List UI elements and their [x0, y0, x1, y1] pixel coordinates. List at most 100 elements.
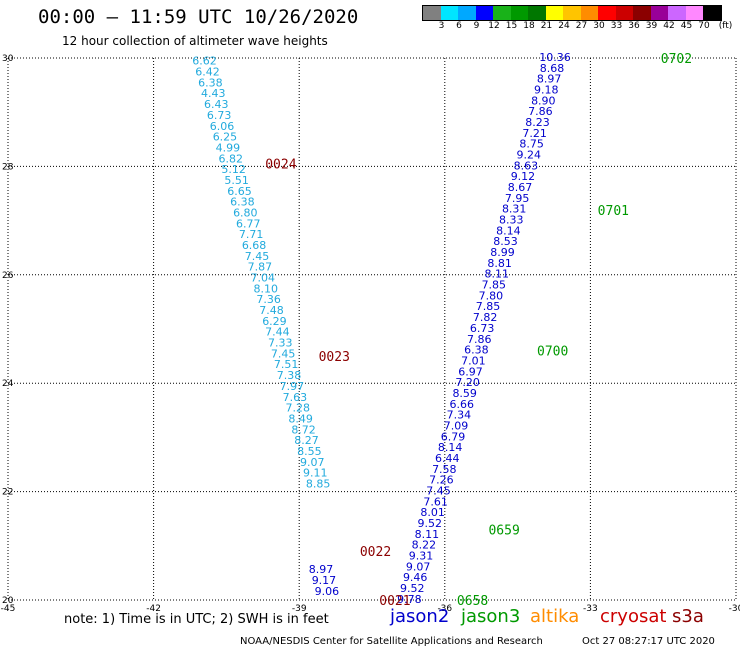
wave-height-label: 6.44	[435, 452, 460, 465]
y-tick-label: 30	[2, 54, 14, 64]
wave-height-label: 8.14	[496, 224, 521, 237]
color-swatch	[650, 6, 668, 20]
wave-height-label: 6.97	[458, 365, 483, 378]
time-annotation: 0021	[379, 594, 410, 609]
wave-height-label: 8.68	[540, 62, 565, 75]
color-swatch	[615, 6, 633, 20]
color-scale-label: 36	[628, 21, 640, 31]
wave-height-label: 7.26	[429, 474, 454, 487]
wave-height-label: 7.51	[274, 358, 299, 371]
color-scale-label: 3	[438, 21, 445, 31]
color-scale-label: 45	[680, 21, 693, 31]
color-scale-unit: (ft)	[718, 21, 733, 31]
time-annotation: 0701	[598, 204, 629, 219]
wave-height-label: 7.20	[455, 376, 480, 389]
wave-height-label: 6.25	[213, 131, 238, 144]
legend-altika: altika	[530, 606, 580, 627]
y-tick-label: 26	[2, 271, 14, 281]
color-swatch	[633, 6, 651, 20]
wave-height-label: 7.04	[251, 272, 276, 285]
color-scale-label: 9	[473, 21, 480, 31]
time-annotation: 0700	[537, 345, 568, 360]
color-scale-labels: 3 6 9 12 15 18 21 24 27 30 33 36 39 42 45 70 (ft)	[422, 21, 740, 35]
legend-jason2: jason2	[390, 606, 450, 627]
color-scale-label: 18	[523, 21, 535, 31]
wave-height-label: 9.52	[418, 517, 443, 530]
wave-height-label: 8.59	[452, 387, 477, 400]
wave-height-label: 9.78	[397, 593, 422, 606]
wave-height-label: 9.46	[403, 571, 428, 584]
wave-height-label: 8.63	[514, 159, 539, 172]
wave-height-label: 9.07	[300, 456, 325, 469]
wave-height-label: 8.55	[297, 445, 322, 458]
wave-height-label: 6.38	[198, 76, 223, 89]
wave-height-label: 6.73	[470, 322, 495, 335]
wave-height-label: 6.82	[219, 152, 244, 165]
footnote: note: 1) Time is in UTC; 2) SWH is in fe…	[64, 612, 329, 627]
wave-height-label: 10.36	[539, 51, 571, 64]
wave-height-label: 8.81	[487, 257, 512, 270]
wave-height-label: 8.14	[438, 441, 463, 454]
color-swatch	[580, 6, 598, 20]
color-scale-label: 27	[575, 21, 588, 31]
wave-height-label: 7.85	[482, 279, 507, 292]
wave-height-label: 6.29	[262, 315, 287, 328]
x-tick-label: -33	[583, 604, 598, 614]
time-annotation: 0702	[661, 52, 692, 67]
color-scale-label: 24	[558, 21, 570, 31]
y-tick-label: 28	[2, 162, 14, 172]
wave-height-label: 7.36	[256, 293, 281, 306]
wave-height-label: 7.80	[479, 289, 504, 302]
wave-height-label: 8.31	[502, 203, 527, 216]
color-scale-label: 30	[593, 21, 605, 31]
wave-height-label: 6.73	[207, 109, 232, 122]
wave-height-label: 7.44	[265, 326, 290, 339]
wave-height-label: 6.80	[233, 206, 258, 219]
wave-height-label: 8.90	[531, 94, 556, 107]
wave-height-label: 8.99	[490, 246, 515, 259]
wave-height-label: 9.18	[534, 83, 559, 96]
color-scale-label: 70	[698, 21, 710, 31]
wave-height-label: 9.12	[511, 170, 536, 183]
wave-height-label: 7.71	[239, 228, 264, 241]
x-tick-label: -39	[292, 604, 307, 614]
wave-height-label: 7.38	[277, 369, 302, 382]
wave-height-label: 6.68	[242, 239, 267, 252]
wave-height-label: 5.12	[221, 163, 246, 176]
color-scale-label: 21	[540, 21, 553, 31]
wave-height-label: 8.67	[508, 181, 533, 194]
x-tick-label: -30	[729, 604, 740, 614]
wave-height-label: 7.82	[473, 311, 498, 324]
color-scale-label: 12	[488, 21, 500, 31]
time-annotation: 0024	[265, 158, 296, 173]
wave-height-label: 7.21	[522, 127, 547, 140]
wave-height-label: 7.48	[259, 304, 284, 317]
credit-line: NOAA/NESDIS Center for Satellite Applica…	[240, 636, 543, 647]
wave-height-label: 7.63	[283, 391, 308, 404]
wave-height-label: 8.27	[294, 434, 319, 447]
wave-height-label: 8.49	[288, 412, 313, 425]
wave-height-label: 6.79	[441, 430, 466, 443]
color-scale-label: 33	[610, 21, 623, 31]
x-tick-label: -45	[1, 604, 16, 614]
wave-height-label: 6.77	[236, 217, 261, 230]
color-swatch	[475, 6, 493, 20]
wave-height-label: 7.86	[528, 105, 553, 118]
x-tick-label: -36	[437, 604, 452, 614]
timestamp: Oct 27 08:27:17 UTC 2020	[582, 636, 715, 647]
color-swatch	[458, 6, 476, 20]
wave-height-label: 7.95	[505, 192, 530, 205]
wave-height-label: 7.33	[268, 337, 293, 350]
wave-height-label: 6.38	[230, 196, 255, 209]
wave-height-label: 7.45	[245, 250, 270, 263]
wave-height-label: 7.45	[271, 347, 296, 360]
time-annotation: 0658	[457, 594, 488, 609]
wave-height-label: 9.52	[400, 582, 425, 595]
wave-height-label: 6.06	[210, 120, 235, 133]
wave-height-label: 9.06	[315, 585, 340, 598]
color-scale-bar	[422, 5, 722, 21]
legend-jason3: jason3	[461, 606, 521, 627]
color-scale-label: 39	[645, 21, 658, 31]
time-annotation: 0022	[360, 545, 391, 560]
wave-height-label: 7.09	[444, 419, 469, 432]
